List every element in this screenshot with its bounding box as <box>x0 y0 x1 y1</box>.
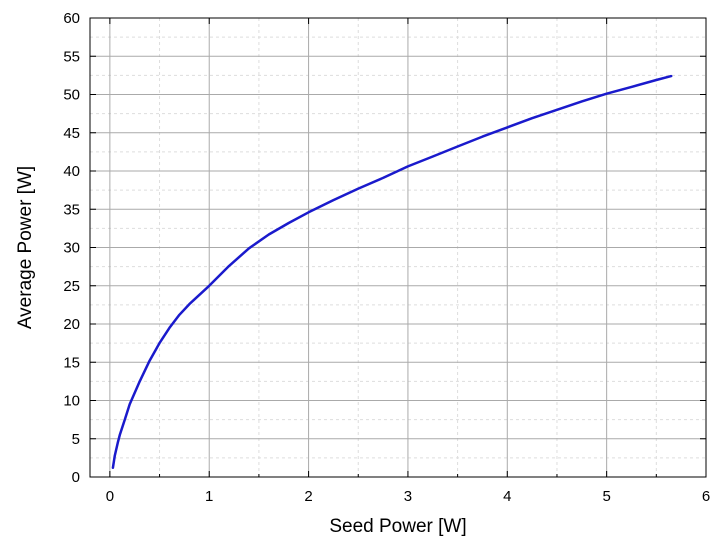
y-tick-label: 25 <box>63 278 80 295</box>
series-line <box>111 74 673 470</box>
x-tick-label: 0 <box>106 488 114 505</box>
y-tick-label: 5 <box>72 431 80 448</box>
y-axis-title: Average Power [W] <box>15 166 36 329</box>
y-tick-label: 50 <box>63 87 80 104</box>
x-tick-label: 1 <box>205 488 213 505</box>
y-tick-label: 35 <box>63 201 80 218</box>
x-axis-title: Seed Power [W] <box>329 516 466 537</box>
x-tick-label: 5 <box>602 488 610 505</box>
x-tick-label: 2 <box>304 488 312 505</box>
y-tick-label: 60 <box>63 10 80 27</box>
y-tick-label: 55 <box>63 48 80 65</box>
y-tick-label: 0 <box>72 469 80 486</box>
y-tick-labels: 0 5 10 15 20 25 30 35 40 45 50 55 60 <box>63 10 80 486</box>
series-group <box>111 74 673 470</box>
y-tick-label: 45 <box>63 125 80 142</box>
y-tick-label: 30 <box>63 240 80 257</box>
x-tick-labels: 0 1 2 3 4 5 6 <box>106 488 710 505</box>
y-tick-label: 20 <box>63 316 80 333</box>
x-tick-label: 3 <box>404 488 412 505</box>
x-tick-label: 4 <box>503 488 511 505</box>
y-tick-label: 10 <box>63 393 80 410</box>
plot-frame <box>89 17 707 478</box>
y-tick-label: 15 <box>63 354 80 371</box>
x-tick-label: 6 <box>702 488 710 505</box>
y-tick-label: 40 <box>63 163 80 180</box>
grid-major <box>90 17 707 478</box>
